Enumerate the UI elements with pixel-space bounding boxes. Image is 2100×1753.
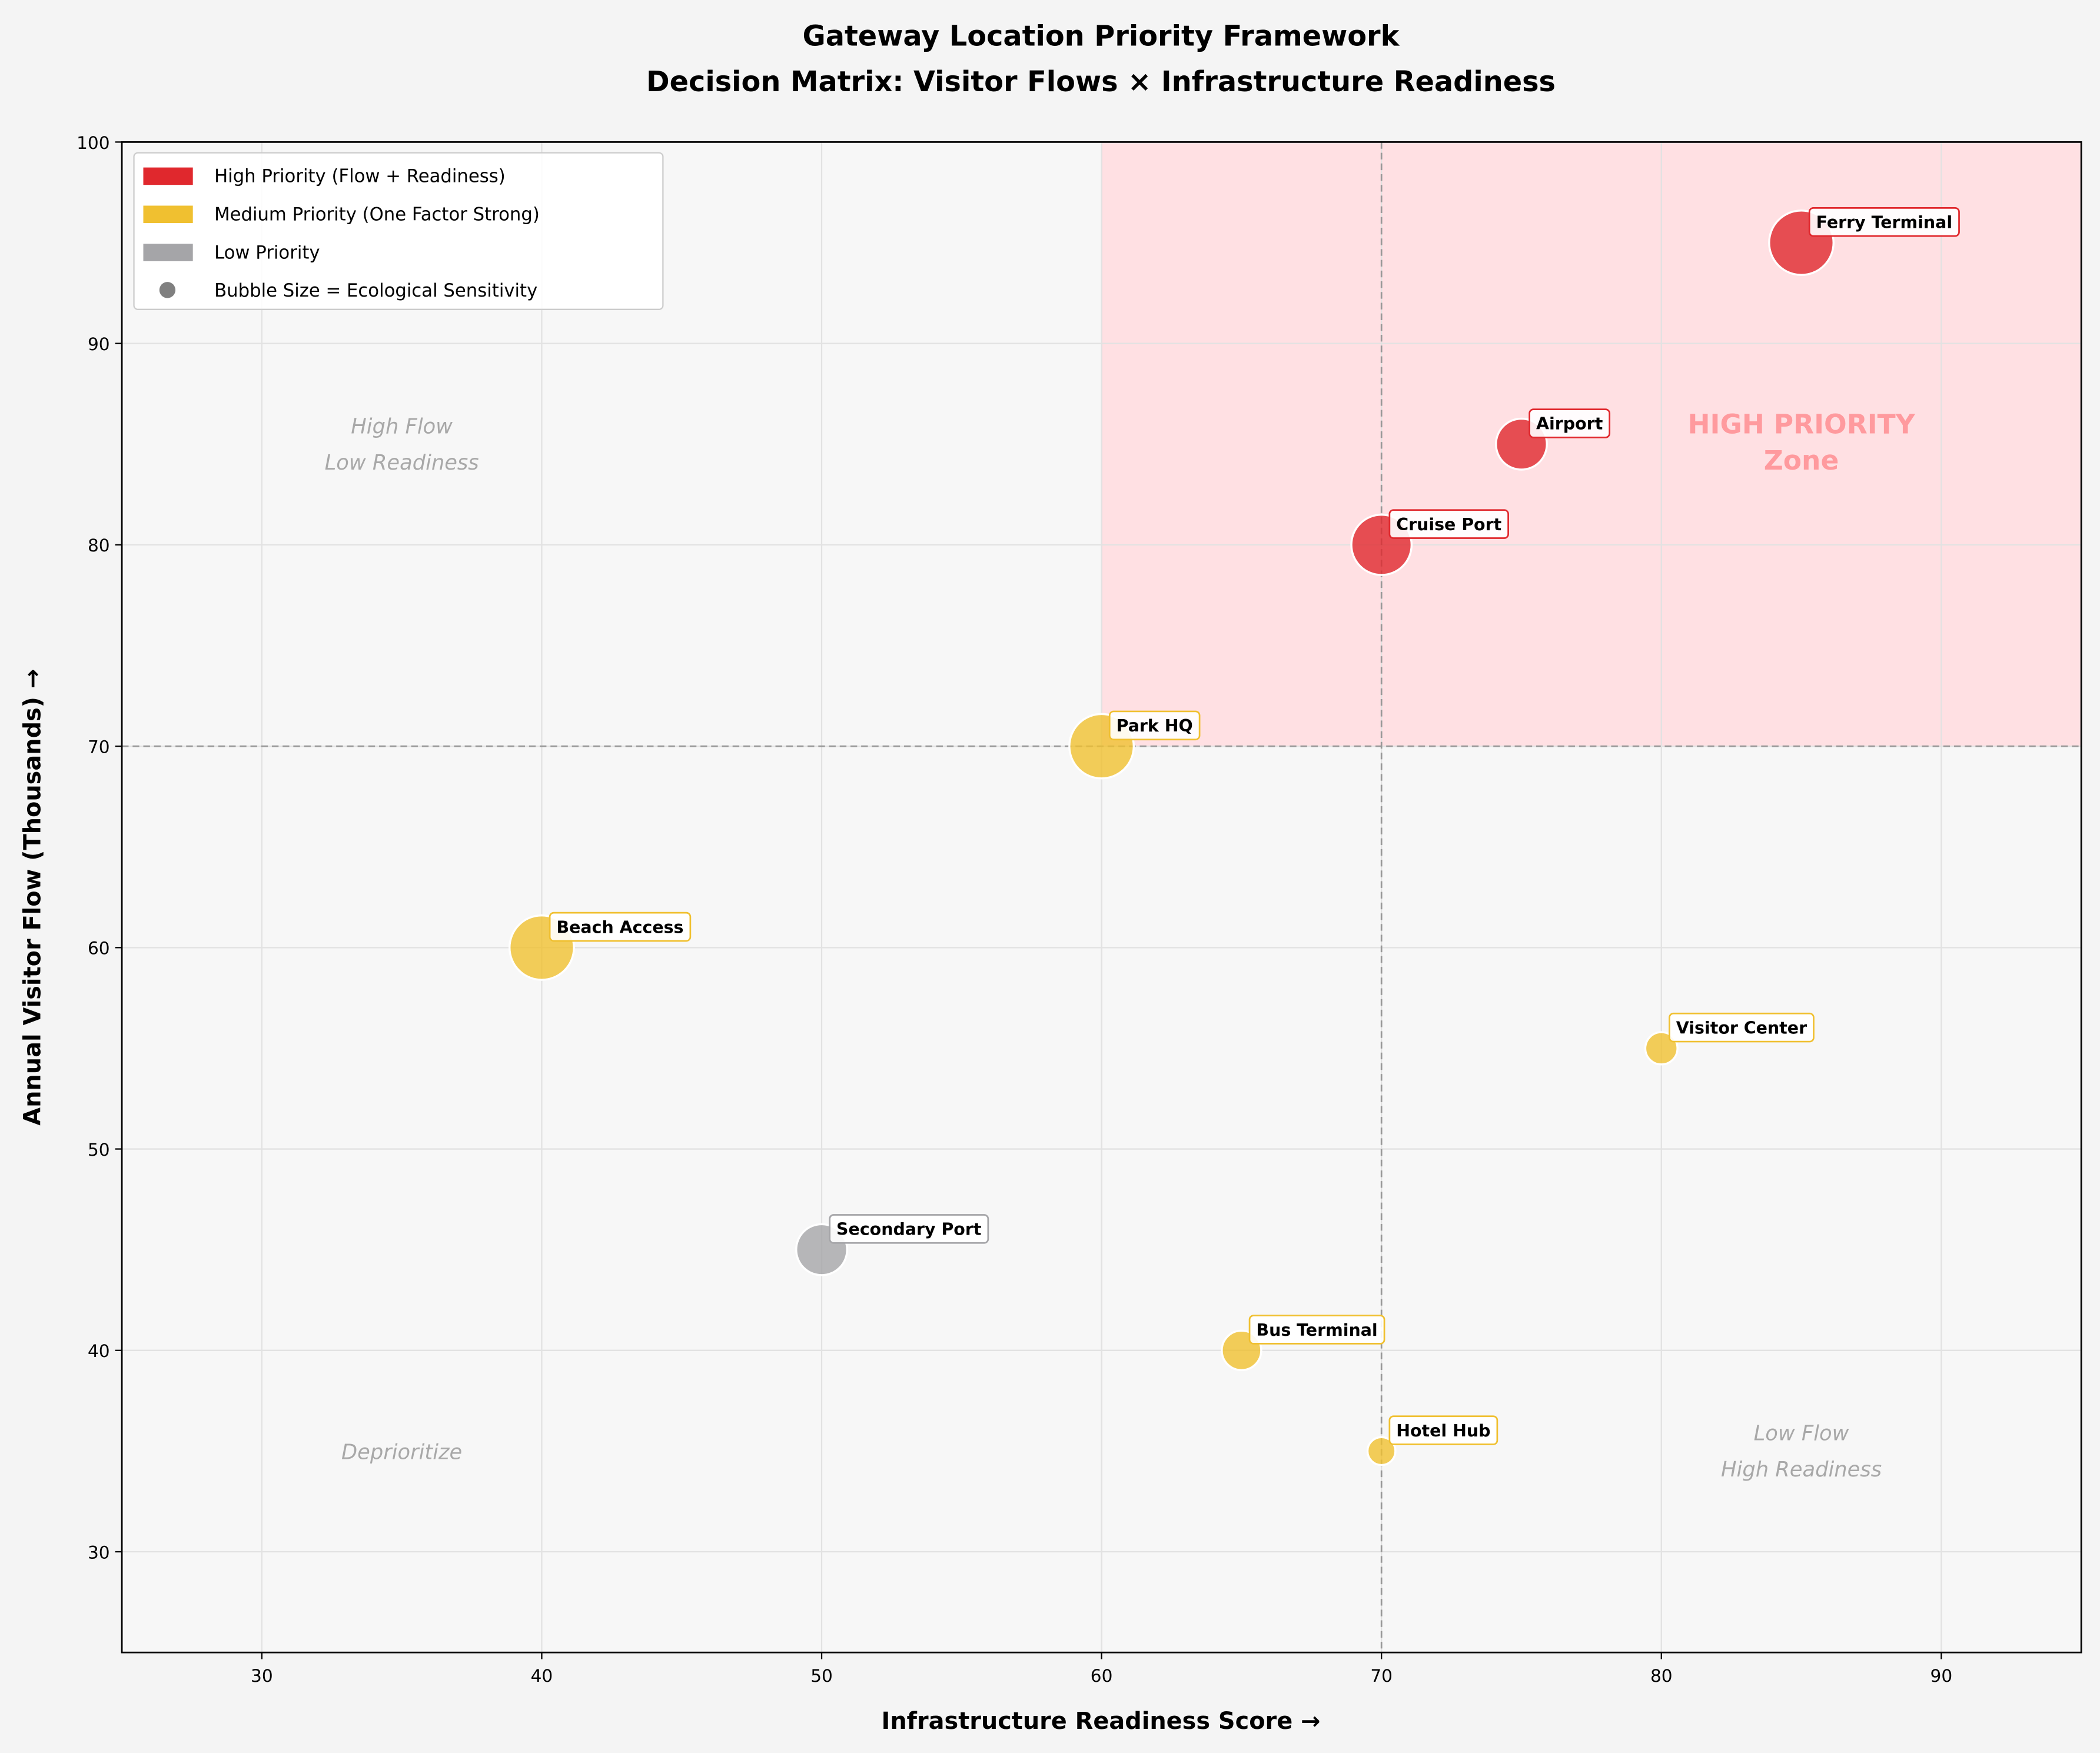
legend-swatch: [143, 167, 193, 185]
point-label: Secondary Port: [836, 1220, 981, 1239]
y-tick-label: 40: [88, 1341, 110, 1361]
y-axis-label: Annual Visitor Flow (Thousands) →: [19, 669, 46, 1126]
point-label-box: [1388, 509, 1509, 539]
legend-box: [133, 152, 664, 310]
high-priority-zone: [1101, 142, 2082, 747]
quadrant-label: High Flow: [351, 415, 453, 439]
legend-label: Bubble Size = Ecological Sensitivity: [214, 280, 537, 301]
quadrant-label: Low Flow: [1754, 1422, 1849, 1446]
point-label: Hotel Hub: [1396, 1421, 1490, 1441]
legend-label: Medium Priority (One Factor Strong): [214, 204, 540, 225]
y-tick-label: 80: [88, 535, 110, 555]
quadrant-label: High Readiness: [1721, 1458, 1882, 1482]
x-axis-label: Infrastructure Readiness Score →: [882, 1708, 1321, 1735]
quadrant-label: Low Readiness: [325, 451, 479, 475]
point-label-box: [1808, 207, 1960, 237]
legend: High Priority (Flow + Readiness) Medium P…: [133, 152, 664, 310]
x-tick-label: 60: [1091, 1666, 1113, 1686]
legend-swatch: [143, 205, 193, 224]
point-label: Park HQ: [1117, 716, 1193, 736]
y-tick-label: 70: [88, 737, 110, 757]
point-label-box: [1248, 1315, 1385, 1345]
axis-ticks: 30 40 50 60 70 80 90 30 40 50 60 70 80 90 100: [77, 133, 1952, 1686]
legend-dot: [159, 282, 176, 298]
chart-title: Gateway Location Priority Framework: [803, 21, 1400, 53]
x-tick-label: 40: [531, 1666, 553, 1686]
point-label: Ferry Terminal: [1816, 212, 1953, 232]
point-label-box: [1388, 1415, 1498, 1445]
y-tick-label: 30: [88, 1542, 110, 1562]
point-label-box: [829, 1214, 989, 1244]
point-label: Airport: [1536, 414, 1603, 434]
y-tick-label: 50: [88, 1140, 110, 1160]
point-label: Visitor Center: [1676, 1018, 1807, 1037]
point-label: Bus Terminal: [1256, 1320, 1377, 1340]
high-priority-zone-layer: [1101, 142, 2082, 1653]
bubble-hotel-hub: [1366, 1436, 1397, 1466]
point-label: Cruise Port: [1396, 515, 1501, 534]
high-priority-zone-sublabel: Zone: [1764, 445, 1839, 476]
x-tick-label: 50: [810, 1666, 833, 1686]
quadrant-labels: High Flow Low Readiness Deprioritize Low Fl…: [325, 415, 1882, 1482]
x-tick-label: 30: [251, 1666, 273, 1686]
point-label: Beach Access: [556, 917, 683, 937]
point-label-box: [1669, 1012, 1815, 1043]
point-label-box: [1108, 710, 1201, 741]
point-label-box: [549, 912, 692, 942]
x-tick-label: 90: [1930, 1666, 1953, 1686]
legend-label: Low Priority: [214, 242, 320, 263]
y-tick-label: 60: [88, 939, 110, 959]
legend-swatch: [143, 244, 193, 261]
point-labels-layer: Ferry Terminal Airport Cruise Port Park HQ B…: [549, 207, 1960, 1445]
chart-subtitle: Decision Matrix: Visitor Flows × Infrast…: [646, 66, 1556, 98]
y-tick-label: 90: [88, 334, 110, 354]
high-priority-zone-label: HIGH PRIORITY: [1687, 409, 1915, 440]
legend-label: High Priority (Flow + Readiness): [214, 166, 506, 187]
quadrant-label: Deprioritize: [341, 1441, 462, 1465]
x-tick-label: 80: [1650, 1666, 1673, 1686]
point-label-box: [1529, 408, 1611, 438]
y-tick-label: 100: [77, 133, 109, 153]
x-tick-label: 70: [1370, 1666, 1393, 1686]
